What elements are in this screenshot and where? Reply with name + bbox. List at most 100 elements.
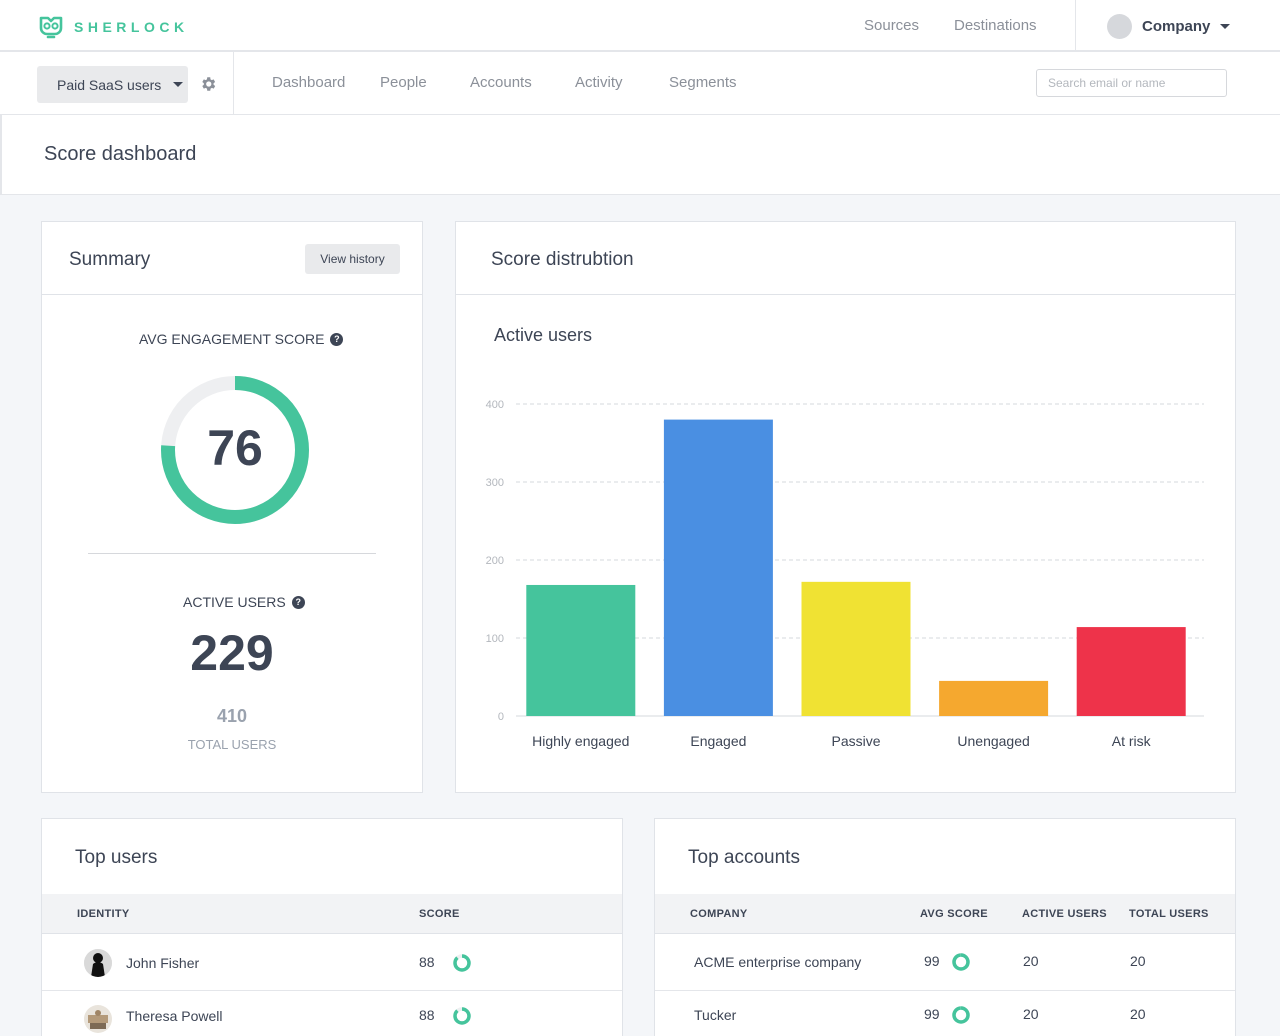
summary-card: Summary View history AVG ENGAGEMENT SCOR…: [41, 221, 423, 793]
active-users-bar-chart: 0 100 200 300 400 Highly engaged Engaged Passiv…: [486, 399, 1204, 749]
top-accounts-header: Top accounts: [655, 819, 1235, 894]
column-avg-score: AVG SCORE: [920, 908, 988, 920]
bar-engaged[interactable]: [663, 419, 773, 716]
x-tick-label: At risk: [1112, 733, 1152, 749]
chevron-down-icon: [1220, 24, 1231, 29]
destinations-link[interactable]: Destinations: [954, 17, 1037, 34]
chart-title: Active users: [494, 325, 593, 345]
avg-score-label-text: AVG ENGAGEMENT SCORE: [139, 331, 325, 347]
summary-divider: [88, 553, 376, 554]
top-accounts-card: Top accounts COMPANY AVG SCORE ACTIVE US…: [654, 818, 1236, 1036]
sources-link[interactable]: Sources: [864, 17, 920, 34]
account-avg-score: 99: [924, 953, 940, 969]
user-score: 88: [419, 1007, 435, 1023]
top-users-table-header: IDENTITY SCORE: [42, 894, 622, 934]
user-score: 88: [419, 954, 435, 970]
total-users-label: TOTAL USERS: [187, 737, 277, 752]
company-name[interactable]: ACME enterprise company: [694, 954, 862, 970]
active-users-value: 229: [190, 625, 274, 681]
x-tick-label: Passive: [831, 733, 880, 749]
column-company: COMPANY: [690, 908, 748, 920]
account-total-users: 20: [1130, 1006, 1146, 1022]
avatar: [84, 1005, 112, 1033]
y-tick-label: 0: [498, 711, 504, 723]
view-history-button[interactable]: View history: [305, 244, 400, 274]
avg-score-label: AVG ENGAGEMENT SCORE ?: [139, 331, 344, 347]
active-users-label-text: ACTIVE USERS: [183, 594, 286, 610]
bar-passive[interactable]: [801, 581, 911, 716]
y-tick-label: 100: [486, 633, 504, 645]
x-tick-label: Unengaged: [957, 733, 1029, 749]
bar-unengaged[interactable]: [939, 680, 1049, 716]
y-tick-label: 200: [486, 555, 504, 567]
bar-highly-engaged[interactable]: [526, 584, 636, 716]
score-ring-icon: [952, 953, 970, 971]
gear-icon[interactable]: [199, 75, 217, 93]
company-name[interactable]: Tucker: [694, 1007, 737, 1023]
summary-title: Summary: [69, 249, 151, 270]
top-users-header: Top users: [42, 819, 622, 894]
account-menu[interactable]: Company: [1107, 14, 1231, 39]
account-label: Company: [1142, 18, 1211, 35]
score-ring-icon: [453, 1007, 471, 1025]
brand-name: SHERLOCK: [74, 19, 189, 35]
distribution-title: Score distrubtion: [491, 249, 634, 270]
table-row[interactable]: John Fisher 88: [42, 935, 622, 991]
avatar: [1107, 14, 1132, 39]
brand-logo[interactable]: SHERLOCK: [38, 15, 189, 39]
active-users-label: ACTIVE USERS ?: [183, 594, 305, 610]
y-tick-label: 300: [486, 477, 504, 489]
bar-at-risk[interactable]: [1076, 627, 1186, 716]
summary-card-header: Summary View history: [42, 222, 422, 295]
score-ring-icon: [453, 954, 471, 972]
table-row[interactable]: Theresa Powell 88: [42, 991, 622, 1036]
column-identity: IDENTITY: [77, 908, 130, 920]
top-users-title: Top users: [75, 847, 158, 868]
page-title: Score dashboard: [44, 143, 197, 165]
total-users-value: 410: [216, 706, 248, 726]
distribution-card-header: Score distrubtion: [456, 222, 1235, 295]
column-total-users: TOTAL USERS: [1129, 908, 1209, 920]
help-icon[interactable]: ?: [330, 332, 344, 346]
page-header: Score dashboard: [0, 115, 1280, 195]
top-users-card: Top users IDENTITY SCORE John Fisher 88: [41, 818, 623, 1036]
account-active-users: 20: [1023, 953, 1039, 969]
subnav-divider: [233, 52, 234, 115]
top-accounts-title: Top accounts: [688, 847, 800, 868]
y-tick-label: 400: [486, 399, 504, 411]
account-total-users: 20: [1130, 953, 1146, 969]
help-icon[interactable]: ?: [291, 595, 305, 609]
top-accounts-table-header: COMPANY AVG SCORE ACTIVE USERS TOTAL USE…: [655, 894, 1235, 934]
user-photo-icon: [84, 949, 112, 977]
sherlock-logo-icon: [39, 16, 63, 39]
user-photo-icon: [84, 1005, 112, 1033]
score-ring-icon: [952, 1006, 970, 1024]
table-row[interactable]: ACME enterprise company 99 20 20: [655, 935, 1235, 991]
table-row[interactable]: Tucker 99 20 20: [655, 991, 1235, 1036]
tab-activity[interactable]: Activity: [575, 74, 623, 91]
segment-dropdown[interactable]: Paid SaaS users: [37, 66, 188, 103]
avg-score-gauge: [161, 376, 309, 524]
avatar: [84, 949, 112, 977]
top-divider: [1075, 0, 1076, 50]
sub-nav: Paid SaaS users Dashboard People Account…: [0, 52, 1280, 115]
tab-people[interactable]: People: [380, 74, 427, 91]
user-name[interactable]: Theresa Powell: [126, 1008, 223, 1024]
search-input[interactable]: [1036, 69, 1227, 97]
x-tick-label: Highly engaged: [532, 733, 629, 749]
account-avg-score: 99: [924, 1006, 940, 1022]
column-active-users: ACTIVE USERS: [1022, 908, 1107, 920]
gauge-progress: [161, 376, 309, 524]
tab-segments[interactable]: Segments: [669, 74, 737, 91]
user-name[interactable]: John Fisher: [126, 955, 200, 971]
tab-dashboard[interactable]: Dashboard: [272, 74, 346, 91]
chevron-down-icon: [173, 82, 184, 87]
top-bar: SHERLOCK Sources Destinations Company: [0, 0, 1280, 52]
distribution-card: Score distrubtion Active users 0 100 200 30…: [455, 221, 1236, 793]
account-active-users: 20: [1023, 1006, 1039, 1022]
avg-score-value: 76: [207, 420, 263, 476]
segment-label: Paid SaaS users: [57, 76, 162, 93]
column-score: SCORE: [419, 908, 460, 920]
x-tick-label: Engaged: [690, 733, 746, 749]
tab-accounts[interactable]: Accounts: [470, 74, 532, 91]
